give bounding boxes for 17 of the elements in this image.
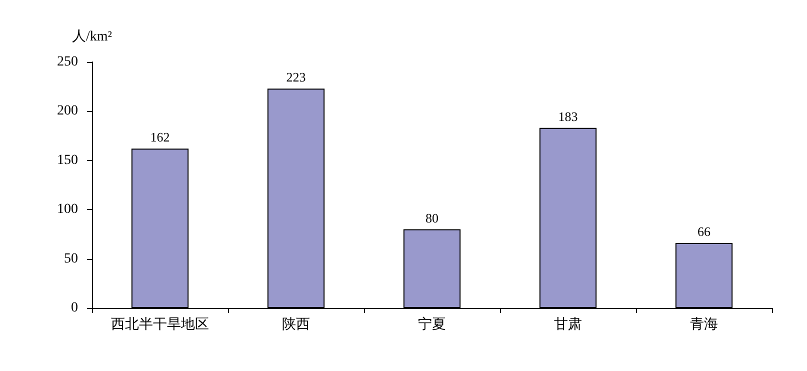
data-label: 66: [698, 224, 711, 240]
y-tick-label: 100: [57, 202, 78, 218]
data-label: 80: [426, 210, 438, 226]
y-tick-label: 0: [71, 300, 78, 316]
data-label: 162: [150, 130, 170, 145]
x-tick-label: 陕西: [282, 316, 310, 332]
y-axis-title: 人/km²: [72, 28, 112, 44]
y-tick-label: 50: [64, 251, 78, 266]
x-tick-label: 青海: [690, 316, 718, 332]
data-label: 183: [558, 108, 578, 124]
y-tick-label: 150: [57, 152, 78, 168]
x-tick-label: 西北半干旱地区: [111, 316, 209, 332]
data-label: 223: [286, 70, 306, 85]
x-tick-label: 甘肃: [554, 316, 582, 332]
y-tick-label: 200: [57, 104, 78, 119]
x-tick-label: 宁夏: [418, 316, 446, 332]
y-tick-label: 250: [57, 54, 78, 70]
